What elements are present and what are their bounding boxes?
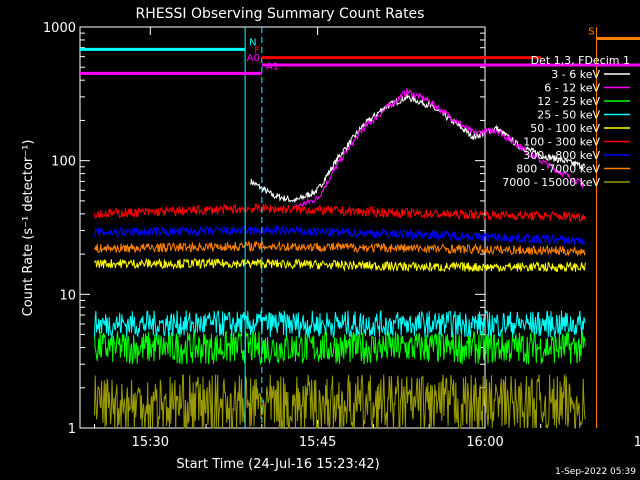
legend-label: 100 - 300 keV — [523, 136, 600, 149]
legend-label: 300 - 800 keV — [523, 149, 600, 162]
legend-label: 6 - 12 keV — [544, 82, 600, 95]
x-tick-label: 16:00 — [466, 435, 503, 450]
flag-label-a0: A0 — [247, 53, 260, 64]
chart-title: RHESSI Observing Summary Count Rates — [136, 6, 425, 22]
series-line-12-25-kev — [94, 330, 586, 366]
legend-label: 3 - 6 keV — [551, 68, 600, 81]
flag-label-n: N — [249, 37, 256, 48]
flag-label-s: S — [588, 27, 594, 38]
x-axis-label: Start Time (24-Jul-16 15:23:42) — [176, 457, 379, 472]
series-line-300-800-kev — [94, 224, 586, 246]
y-tick-label: 100 — [51, 155, 76, 170]
series-layer — [94, 88, 586, 430]
y-tick-label: 10 — [59, 288, 76, 303]
x-tick-label: 15:45 — [299, 435, 336, 450]
legend-title: Det 1,3, FDecim 1 — [531, 54, 630, 67]
y-tick-label: 1 — [68, 422, 76, 437]
legend-label: 800 - 7000 keV — [516, 163, 600, 176]
series-line-25-50-kev — [94, 309, 586, 339]
flag-layer: N S FA0 A1 — [80, 27, 640, 75]
marker-layer — [244, 27, 598, 428]
flag-label-a1: A1 — [266, 61, 279, 72]
legend-label: 7000 - 15000 keV — [502, 176, 600, 189]
y-axis-label: Count Rate (s⁻¹ detector⁻¹) — [21, 140, 36, 317]
legend-label: 50 - 100 keV — [530, 122, 600, 135]
y-tick-label: 1000 — [43, 21, 76, 36]
x-tick-label: 16:15 — [634, 435, 640, 450]
x-tick-label: 15:30 — [132, 435, 169, 450]
footer-timestamp: 1-Sep-2022 05:39 — [555, 467, 636, 477]
axes: 15:3015:4516:0016:1516:3016:4517:0011010… — [43, 21, 640, 450]
legend-label: 12 - 25 keV — [537, 95, 600, 108]
series-line-3-6-kev — [250, 93, 586, 203]
series-line-50-100-kev — [94, 257, 586, 273]
series-line-7000-15000-kev — [94, 373, 586, 430]
series-line-100-300-kev — [94, 203, 586, 223]
legend-label: 25 - 50 keV — [537, 109, 600, 122]
flag-label-f: F — [254, 46, 260, 57]
series-line-800-7000-kev — [94, 240, 586, 257]
series-line-6-12-kev — [295, 88, 585, 209]
